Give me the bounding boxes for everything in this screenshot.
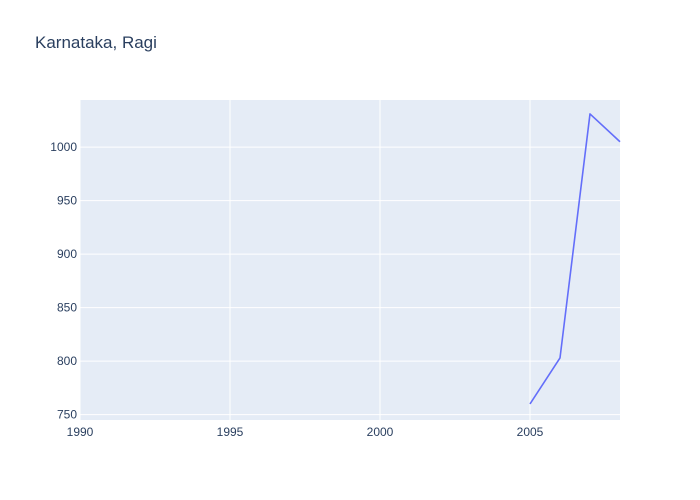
- y-tick-label: 800: [57, 354, 77, 368]
- x-tick-label: 1990: [67, 425, 94, 439]
- y-tick-label: 950: [57, 194, 77, 208]
- x-tick-label: 1995: [217, 425, 244, 439]
- x-tick-label: 2005: [517, 425, 544, 439]
- grid-lines: [79, 100, 620, 420]
- x-tick-label: 2000: [367, 425, 394, 439]
- x-axis-ticks: 1990 1995 2000 2005: [67, 425, 544, 439]
- series-line: [529, 113, 621, 405]
- y-tick-label: 900: [57, 247, 77, 261]
- series-layer: [529, 113, 621, 405]
- y-tick-label: 750: [57, 408, 77, 422]
- y-axis-ticks: 750 800 850 900 950 1000: [50, 140, 77, 422]
- y-tick-label: 1000: [50, 140, 77, 154]
- plot-area: [80, 100, 620, 420]
- y-tick-label: 850: [57, 301, 77, 315]
- chart-title: Karnataka, Ragi: [35, 33, 157, 52]
